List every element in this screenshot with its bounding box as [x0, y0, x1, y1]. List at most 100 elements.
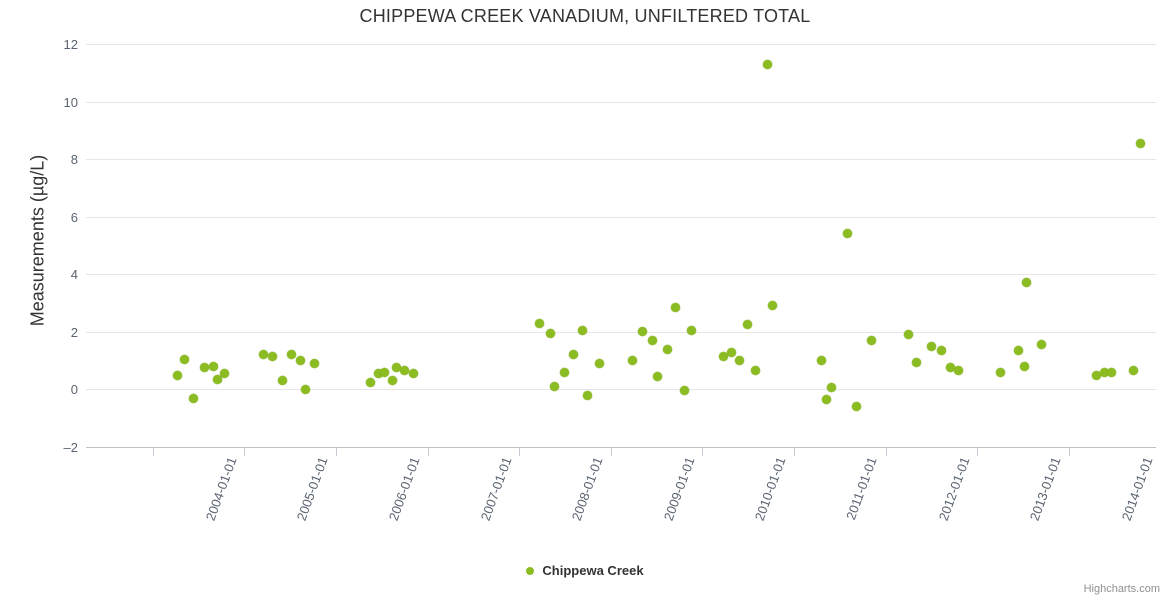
data-point[interactable]: [750, 366, 760, 376]
data-point[interactable]: [767, 301, 777, 311]
y-axis-tick-label: 6: [70, 209, 78, 225]
data-point[interactable]: [172, 370, 182, 380]
x-axis-tick-label: 2012-01-01: [935, 455, 973, 523]
chart-title: CHIPPEWA CREEK VANADIUM, UNFILTERED TOTA…: [359, 6, 811, 26]
x-axis-tick-label: 2007-01-01: [477, 455, 515, 523]
x-axis-tick: [244, 447, 245, 456]
data-point[interactable]: [821, 395, 831, 404]
data-point[interactable]: [286, 350, 296, 360]
x-axis-tick: [886, 447, 887, 456]
y-axis-tick-label: 4: [70, 267, 78, 283]
data-point[interactable]: [637, 327, 647, 337]
data-point[interactable]: [911, 357, 921, 367]
data-point[interactable]: [549, 382, 559, 392]
data-point[interactable]: [258, 350, 268, 360]
data-point[interactable]: [534, 318, 544, 328]
data-point[interactable]: [953, 366, 963, 376]
data-point[interactable]: [995, 367, 1005, 377]
data-point[interactable]: [851, 402, 861, 412]
data-point[interactable]: [212, 374, 222, 384]
gridline: [86, 274, 1156, 276]
data-point[interactable]: [726, 347, 736, 357]
data-point[interactable]: [762, 59, 772, 69]
data-point[interactable]: [300, 384, 310, 394]
data-point[interactable]: [1036, 340, 1046, 350]
data-point[interactable]: [1135, 138, 1145, 148]
x-axis-tick: [611, 447, 612, 456]
data-point[interactable]: [267, 351, 277, 361]
y-axis-tick-label: 2: [70, 324, 78, 340]
data-point[interactable]: [1128, 366, 1138, 376]
gridline: [86, 101, 1156, 103]
data-point[interactable]: [219, 369, 229, 379]
data-point[interactable]: [559, 367, 569, 377]
gridline: [86, 44, 1156, 45]
legend-item[interactable]: Chippewa Creek: [526, 562, 644, 578]
gridline: [86, 389, 1156, 391]
x-axis-tick: [428, 447, 429, 456]
data-point[interactable]: [926, 341, 936, 351]
data-point[interactable]: [718, 351, 728, 361]
data-point[interactable]: [816, 356, 826, 366]
y-axis-tick-labels: 12 10 8 6 4 2 0 –2: [0, 0, 78, 600]
x-axis-tick-label: 2006-01-01: [385, 455, 423, 523]
x-axis-tick: [702, 447, 703, 456]
x-axis-tick: [1069, 447, 1070, 456]
data-point[interactable]: [734, 356, 744, 366]
data-point[interactable]: [652, 371, 662, 381]
data-point[interactable]: [277, 376, 287, 386]
data-point[interactable]: [208, 361, 218, 371]
data-point[interactable]: [199, 363, 209, 373]
gridline: [86, 159, 1156, 161]
x-axis-tick-label: 2014-01-01: [1118, 455, 1156, 523]
data-point[interactable]: [686, 325, 696, 335]
x-axis-tick-label: 2010-01-01: [751, 455, 789, 523]
data-point[interactable]: [309, 359, 319, 369]
data-point[interactable]: [627, 356, 637, 366]
y-axis-tick-label: –2: [63, 440, 78, 455]
data-point[interactable]: [188, 393, 198, 403]
data-point[interactable]: [662, 344, 672, 354]
gridline: [86, 216, 1156, 218]
gridline: [86, 331, 1156, 333]
data-point[interactable]: [1106, 367, 1116, 377]
y-axis-tick-label: 8: [70, 152, 78, 168]
data-point[interactable]: [647, 335, 657, 345]
chart-legend: Chippewa Creek: [0, 562, 1170, 578]
data-point[interactable]: [1021, 278, 1031, 288]
x-axis-tick-label: 2013-01-01: [1026, 455, 1064, 523]
data-point[interactable]: [742, 320, 752, 330]
data-point[interactable]: [577, 325, 587, 335]
x-axis-tick: [153, 447, 154, 456]
data-point[interactable]: [679, 386, 689, 396]
data-point[interactable]: [594, 359, 604, 369]
data-point[interactable]: [1013, 346, 1023, 356]
data-point[interactable]: [373, 369, 383, 379]
data-point[interactable]: [379, 367, 389, 377]
x-axis-tick-label: 2005-01-01: [293, 455, 331, 523]
data-point[interactable]: [582, 390, 592, 400]
data-point[interactable]: [391, 363, 401, 373]
data-point[interactable]: [945, 363, 955, 373]
legend-marker-icon: [526, 566, 535, 575]
data-point[interactable]: [670, 302, 680, 312]
data-point[interactable]: [295, 356, 305, 366]
data-point[interactable]: [1019, 361, 1029, 371]
y-axis-tick-label: 12: [63, 37, 78, 52]
data-point[interactable]: [826, 383, 836, 393]
data-point[interactable]: [866, 335, 876, 345]
data-point[interactable]: [179, 354, 189, 364]
x-axis-tick-label: 2009-01-01: [660, 455, 698, 523]
data-point[interactable]: [1091, 370, 1101, 380]
data-point[interactable]: [545, 328, 555, 338]
data-point[interactable]: [408, 369, 418, 379]
data-point[interactable]: [1099, 367, 1109, 377]
data-point[interactable]: [365, 377, 375, 387]
data-point[interactable]: [936, 346, 946, 356]
data-point[interactable]: [399, 366, 409, 376]
data-point[interactable]: [903, 330, 913, 340]
data-point[interactable]: [387, 376, 397, 386]
data-point[interactable]: [842, 229, 852, 239]
data-point[interactable]: [568, 350, 578, 360]
